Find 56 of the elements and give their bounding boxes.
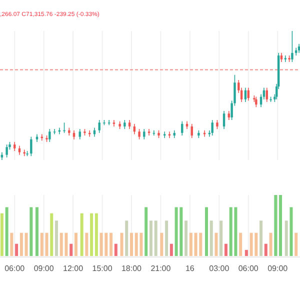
bar [36, 207, 39, 256]
bar [24, 232, 28, 256]
x-tick-label: 06:00 [238, 264, 259, 273]
bar [239, 232, 242, 256]
bar [144, 207, 148, 256]
bar [20, 232, 23, 256]
bar [15, 244, 18, 256]
bar [50, 213, 54, 256]
bar [294, 232, 298, 256]
bar [224, 244, 228, 256]
x-tick-label: 12:00 [63, 264, 84, 273]
x-tick-label: 15:00 [92, 264, 113, 273]
bar [90, 213, 94, 256]
bar [260, 220, 263, 256]
bar [269, 232, 272, 256]
bar [130, 232, 133, 256]
bar [274, 195, 278, 256]
bar [110, 232, 113, 256]
bar [290, 207, 293, 256]
bar [284, 220, 288, 256]
x-tick-label: 18:00 [121, 264, 142, 273]
bar [214, 232, 218, 256]
bar [170, 244, 173, 256]
bar [94, 213, 98, 256]
bar [85, 232, 88, 256]
bar [165, 220, 168, 256]
bar [120, 232, 124, 256]
bar [114, 244, 118, 256]
bar [189, 232, 192, 256]
bar [70, 244, 73, 256]
bar [279, 195, 282, 256]
bar [160, 232, 164, 256]
bar [45, 232, 48, 256]
bar [210, 220, 213, 256]
bar [220, 220, 223, 256]
bar [5, 207, 8, 256]
bar [80, 213, 84, 256]
bar [125, 220, 128, 256]
bar [10, 232, 14, 256]
bar [264, 244, 268, 256]
bar [154, 220, 158, 256]
bar [30, 207, 33, 256]
bar [0, 213, 4, 256]
bar [149, 220, 152, 256]
x-tick-label: 21:00 [150, 264, 172, 273]
x-tick-label: 03:00 [209, 264, 230, 273]
bar [204, 207, 208, 256]
x-tick-label: 16 [185, 264, 195, 273]
x-tick-label: 09:00 [268, 264, 288, 273]
bar [74, 232, 78, 256]
bar [184, 220, 188, 256]
bar [244, 250, 248, 256]
x-tick-label: 09:00 [34, 264, 54, 273]
bar [40, 232, 44, 256]
x-tick-label: 06:00 [4, 264, 26, 273]
bar [54, 220, 58, 256]
